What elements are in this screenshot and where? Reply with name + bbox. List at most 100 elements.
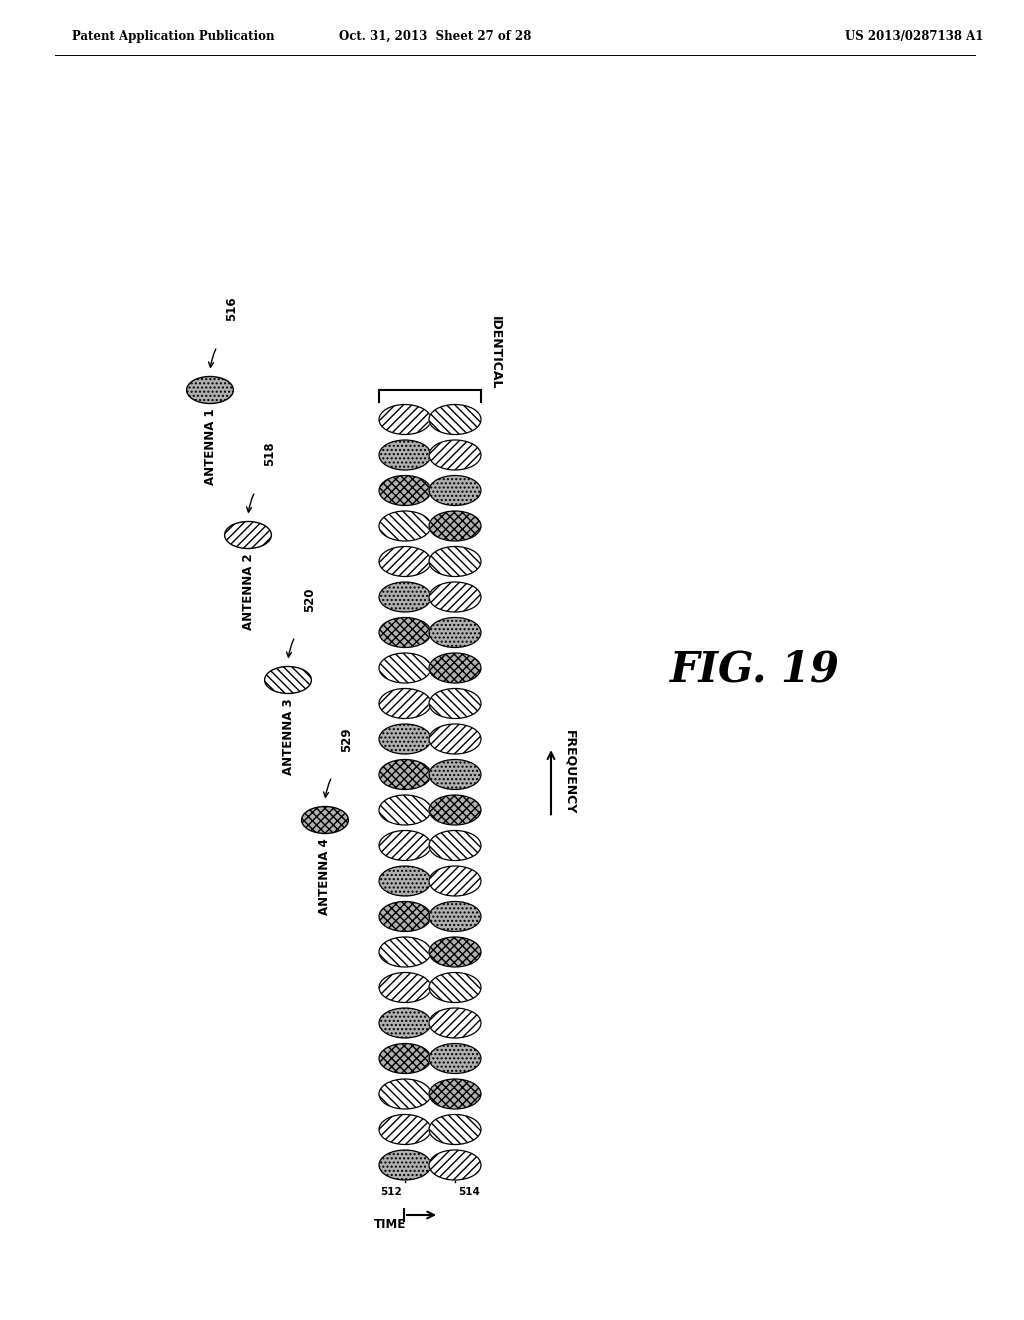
Ellipse shape bbox=[429, 618, 481, 648]
Ellipse shape bbox=[379, 475, 431, 506]
Ellipse shape bbox=[379, 902, 431, 932]
Ellipse shape bbox=[429, 653, 481, 682]
Text: ANTENNA 4: ANTENNA 4 bbox=[318, 838, 332, 915]
Text: 529: 529 bbox=[340, 727, 353, 751]
Ellipse shape bbox=[429, 404, 481, 434]
Ellipse shape bbox=[429, 937, 481, 968]
Ellipse shape bbox=[379, 582, 431, 612]
Ellipse shape bbox=[379, 795, 431, 825]
Ellipse shape bbox=[379, 582, 431, 612]
Ellipse shape bbox=[429, 759, 481, 789]
Ellipse shape bbox=[429, 1114, 481, 1144]
Ellipse shape bbox=[379, 404, 431, 434]
Text: 516: 516 bbox=[225, 297, 238, 322]
Ellipse shape bbox=[379, 1044, 431, 1073]
Ellipse shape bbox=[379, 689, 431, 718]
Ellipse shape bbox=[429, 902, 481, 932]
Ellipse shape bbox=[429, 475, 481, 506]
Ellipse shape bbox=[379, 440, 431, 470]
Ellipse shape bbox=[379, 937, 431, 968]
Ellipse shape bbox=[429, 973, 481, 1002]
Text: FIG. 19: FIG. 19 bbox=[670, 649, 840, 690]
Text: 514: 514 bbox=[458, 1187, 480, 1197]
Ellipse shape bbox=[429, 1078, 481, 1109]
Ellipse shape bbox=[429, 723, 481, 754]
Ellipse shape bbox=[429, 937, 481, 968]
Text: ANTENNA 3: ANTENNA 3 bbox=[282, 698, 295, 775]
Ellipse shape bbox=[379, 618, 431, 648]
Ellipse shape bbox=[429, 830, 481, 861]
Ellipse shape bbox=[429, 546, 481, 577]
Ellipse shape bbox=[302, 807, 348, 833]
Ellipse shape bbox=[379, 902, 431, 932]
Ellipse shape bbox=[379, 546, 431, 577]
Ellipse shape bbox=[429, 795, 481, 825]
Ellipse shape bbox=[379, 759, 431, 789]
Ellipse shape bbox=[429, 475, 481, 506]
Text: Oct. 31, 2013  Sheet 27 of 28: Oct. 31, 2013 Sheet 27 of 28 bbox=[339, 30, 531, 44]
Text: 520: 520 bbox=[303, 587, 316, 611]
Ellipse shape bbox=[429, 795, 481, 825]
Ellipse shape bbox=[302, 807, 348, 833]
Ellipse shape bbox=[429, 618, 481, 648]
Ellipse shape bbox=[379, 973, 431, 1002]
Ellipse shape bbox=[429, 689, 481, 718]
Ellipse shape bbox=[379, 546, 431, 577]
Ellipse shape bbox=[429, 1078, 481, 1109]
Ellipse shape bbox=[429, 1044, 481, 1073]
Ellipse shape bbox=[429, 1150, 481, 1180]
Ellipse shape bbox=[379, 973, 431, 1002]
Text: ANTENNA 2: ANTENNA 2 bbox=[242, 553, 255, 630]
Ellipse shape bbox=[429, 866, 481, 896]
Ellipse shape bbox=[379, 759, 431, 789]
Ellipse shape bbox=[429, 511, 481, 541]
Ellipse shape bbox=[379, 689, 431, 718]
Ellipse shape bbox=[379, 1008, 431, 1038]
Ellipse shape bbox=[264, 667, 311, 693]
Ellipse shape bbox=[379, 723, 431, 754]
Ellipse shape bbox=[429, 511, 481, 541]
Ellipse shape bbox=[429, 689, 481, 718]
Ellipse shape bbox=[429, 653, 481, 682]
Ellipse shape bbox=[429, 1044, 481, 1073]
Text: ANTENNA 1: ANTENNA 1 bbox=[204, 408, 216, 486]
Ellipse shape bbox=[429, 1114, 481, 1144]
Ellipse shape bbox=[429, 440, 481, 470]
Ellipse shape bbox=[379, 866, 431, 896]
Ellipse shape bbox=[186, 376, 233, 404]
Ellipse shape bbox=[379, 795, 431, 825]
Ellipse shape bbox=[379, 653, 431, 682]
Ellipse shape bbox=[379, 866, 431, 896]
Text: IDENTICAL: IDENTICAL bbox=[489, 315, 502, 389]
Ellipse shape bbox=[379, 653, 431, 682]
Ellipse shape bbox=[429, 759, 481, 789]
Ellipse shape bbox=[379, 1078, 431, 1109]
Ellipse shape bbox=[429, 404, 481, 434]
Ellipse shape bbox=[224, 521, 271, 549]
Ellipse shape bbox=[429, 973, 481, 1002]
Ellipse shape bbox=[379, 1044, 431, 1073]
Ellipse shape bbox=[429, 1008, 481, 1038]
Ellipse shape bbox=[379, 830, 431, 861]
Ellipse shape bbox=[429, 1008, 481, 1038]
Ellipse shape bbox=[429, 830, 481, 861]
Ellipse shape bbox=[429, 902, 481, 932]
Ellipse shape bbox=[379, 1150, 431, 1180]
Ellipse shape bbox=[379, 1008, 431, 1038]
Text: FREQUENCY: FREQUENCY bbox=[563, 730, 575, 814]
Ellipse shape bbox=[379, 511, 431, 541]
Ellipse shape bbox=[379, 723, 431, 754]
Ellipse shape bbox=[379, 1114, 431, 1144]
Ellipse shape bbox=[379, 830, 431, 861]
Ellipse shape bbox=[264, 667, 311, 693]
Ellipse shape bbox=[379, 1150, 431, 1180]
Ellipse shape bbox=[379, 440, 431, 470]
Ellipse shape bbox=[429, 723, 481, 754]
Ellipse shape bbox=[224, 521, 271, 549]
Ellipse shape bbox=[186, 376, 233, 404]
Ellipse shape bbox=[429, 440, 481, 470]
Ellipse shape bbox=[429, 582, 481, 612]
Ellipse shape bbox=[379, 1078, 431, 1109]
Text: TIME: TIME bbox=[374, 1218, 407, 1232]
Text: 518: 518 bbox=[263, 442, 276, 466]
